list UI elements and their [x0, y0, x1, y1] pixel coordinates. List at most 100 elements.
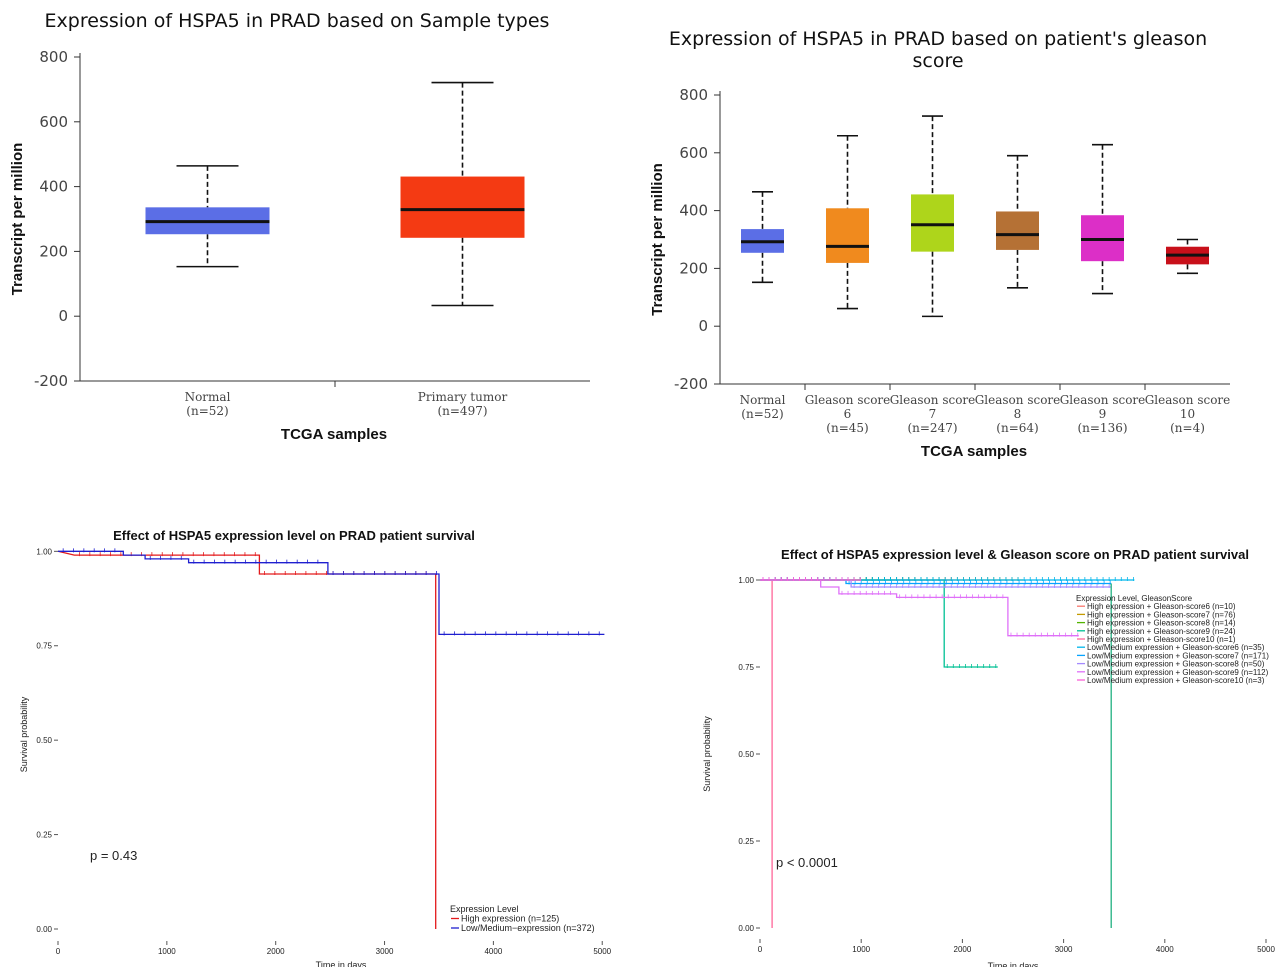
category-label: 9 [1099, 407, 1107, 421]
y-tick-label: 0 [698, 317, 708, 335]
x-tick-label: 0 [56, 947, 61, 956]
y-tick-label: 0.75 [738, 663, 754, 672]
y-tick-label: 800 [39, 48, 68, 66]
chart-title: score [912, 50, 963, 72]
box-iqr [911, 194, 954, 252]
y-axis-label: Transcript per million [649, 163, 666, 316]
legend-entry: Low/Medium expression + Gleason-score9 (… [1087, 668, 1269, 677]
chart-title: Expression of HSPA5 in PRAD based on Sam… [45, 10, 550, 32]
y-tick-label: 800 [679, 86, 708, 104]
survival-curve [760, 579, 773, 928]
x-tick-label: 3000 [376, 947, 394, 956]
legend-entry: Low/Medium expression + Gleason-score6 (… [1087, 643, 1265, 652]
legend-title: Expression Level, GleasonScore [1076, 594, 1193, 603]
sample-type-boxplot-svg: Expression of HSPA5 in PRAD based on Sam… [9, 10, 590, 443]
category-label: Gleason score [975, 393, 1061, 407]
category-label: (n=247) [907, 421, 957, 435]
survival-gleason-svg: Effect of HSPA5 expression level & Gleas… [702, 547, 1275, 967]
category-label: Gleason score [805, 393, 891, 407]
y-tick-label: 0 [58, 307, 68, 325]
category-label: (n=136) [1077, 421, 1127, 435]
y-axis-label: Survival probability [19, 696, 29, 772]
x-tick-label: 4000 [1156, 945, 1174, 954]
legend-title: Expression Level [450, 904, 519, 914]
x-tick-label: 2000 [267, 947, 285, 956]
y-tick-label: 0.00 [36, 925, 52, 934]
x-tick-label: 5000 [593, 947, 611, 956]
survival-curve [57, 550, 437, 929]
legend-entry: High expression + Gleason-score6 (n=10) [1087, 602, 1236, 611]
category-label: (n=497) [437, 404, 487, 418]
category-label: (n=52) [186, 404, 228, 418]
x-tick-label: 0 [758, 945, 763, 954]
x-axis-label: TCGA samples [281, 426, 387, 443]
y-tick-label: 1.00 [738, 576, 754, 585]
x-axis-label: Time in days [988, 961, 1039, 967]
y-tick-label: 600 [39, 113, 68, 131]
x-tick-label: 1000 [158, 947, 176, 956]
x-tick-label: 2000 [954, 945, 972, 954]
category-label: 10 [1180, 407, 1195, 421]
survival-curve [760, 579, 1079, 637]
y-tick-label: 600 [679, 144, 708, 162]
survival-expression-svg: Effect of HSPA5 expression level on PRAD… [19, 528, 612, 967]
category-label: (n=52) [741, 407, 783, 421]
y-axis-label: Transcript per million [9, 143, 26, 296]
chart-title: Effect of HSPA5 expression level & Gleas… [781, 547, 1249, 562]
category-label: (n=45) [826, 421, 868, 435]
y-axis-label: Survival probability [702, 716, 712, 792]
x-tick-label: 5000 [1257, 945, 1275, 954]
legend-entry: High expression + Gleason-score10 (n=1) [1087, 635, 1236, 644]
category-label: 7 [929, 407, 937, 421]
y-tick-label: 0.50 [738, 750, 754, 759]
legend-entry: High expression + Gleason-score8 (n=14) [1087, 619, 1236, 628]
category-label: Normal [185, 390, 231, 404]
legend-entry: High expression + Gleason-score9 (n=24) [1087, 627, 1236, 636]
sample-type-boxplot: Expression of HSPA5 in PRAD based on Sam… [0, 0, 640, 470]
category-label: 8 [1014, 407, 1022, 421]
category-label: Gleason score [890, 393, 976, 407]
x-axis-label: Time in days [316, 960, 367, 967]
y-tick-label: 400 [679, 202, 708, 220]
p-value: p < 0.0001 [776, 855, 838, 870]
category-label: Gleason score [1145, 393, 1231, 407]
survival-gleason-plot: Effect of HSPA5 expression level & Gleas… [640, 480, 1288, 967]
survival-curve [760, 579, 998, 668]
y-tick-label: -200 [34, 372, 68, 390]
category-label: (n=4) [1170, 421, 1205, 435]
y-tick-label: 0.25 [36, 831, 52, 840]
y-tick-label: 0.50 [36, 736, 52, 745]
survival-curve [58, 550, 605, 636]
legend-entry: High expression + Gleason-score7 (n=76) [1087, 610, 1236, 619]
y-tick-label: 200 [679, 259, 708, 277]
gleason-boxplot-svg: Expression of HSPA5 in PRAD based on pat… [649, 28, 1231, 460]
category-label: 6 [844, 407, 852, 421]
box-iqr [400, 176, 525, 238]
p-value: p = 0.43 [90, 848, 137, 863]
y-tick-label: 0.00 [738, 924, 754, 933]
y-tick-label: 0.25 [738, 837, 754, 846]
x-tick-label: 4000 [484, 947, 502, 956]
category-label: (n=64) [996, 421, 1038, 435]
category-label: Gleason score [1060, 393, 1146, 407]
category-label: Primary tumor [418, 390, 508, 404]
survival-expression-plot: Effect of HSPA5 expression level on PRAD… [0, 480, 640, 967]
x-tick-label: 1000 [852, 945, 870, 954]
y-tick-label: 200 [39, 242, 68, 260]
x-axis-label: TCGA samples [921, 443, 1027, 460]
y-tick-label: -200 [674, 375, 708, 393]
legend-entry: Low/Medium−expression (n=372) [461, 923, 595, 933]
category-label: Normal [740, 393, 786, 407]
legend-entry: Low/Medium expression + Gleason-score10 … [1087, 676, 1265, 685]
box-iqr [826, 208, 869, 263]
chart-title: Effect of HSPA5 expression level on PRAD… [113, 528, 475, 543]
y-tick-label: 1.00 [36, 547, 52, 556]
legend-entry: High expression (n=125) [461, 914, 559, 924]
legend-entry: Low/Medium expression + Gleason-score7 (… [1087, 651, 1269, 660]
chart-title: Expression of HSPA5 in PRAD based on pat… [669, 28, 1207, 50]
y-tick-label: 400 [39, 178, 68, 196]
x-tick-label: 3000 [1055, 945, 1073, 954]
gleason-boxplot: Expression of HSPA5 in PRAD based on pat… [640, 0, 1288, 480]
y-tick-label: 0.75 [36, 642, 52, 651]
box-iqr [996, 211, 1039, 250]
